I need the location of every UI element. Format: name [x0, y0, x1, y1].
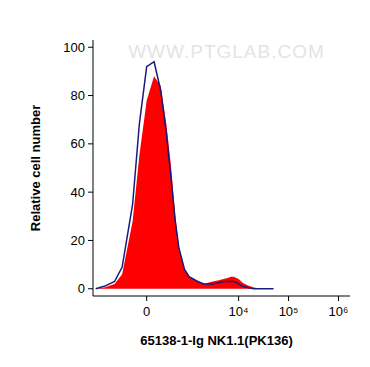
y-tick	[88, 192, 93, 193]
x-tick-label: 10⁴	[229, 304, 249, 319]
x-tick	[238, 296, 239, 301]
y-axis	[93, 40, 94, 296]
y-tick	[88, 288, 93, 289]
x-axis-label: 65138-1-Ig NK1.1(PK136)	[140, 333, 292, 348]
x-tick-label: 10⁶	[329, 304, 349, 319]
y-tick	[88, 240, 93, 241]
y-tick-label: 0	[78, 281, 85, 296]
y-axis-label: Relative cell number	[28, 105, 43, 231]
chart: WWW.PTGLAB.COM 0 20 40 60 80 100 0 10⁴ 10⁵ 10⁶ 6513…	[0, 0, 370, 367]
x-tick	[338, 296, 339, 301]
area	[96, 76, 274, 289]
plot-marks	[96, 62, 274, 289]
y-tick	[88, 47, 93, 48]
y-tick	[88, 143, 93, 144]
y-tick-label: 80	[71, 88, 85, 103]
watermark: WWW.PTGLAB.COM	[128, 41, 325, 62]
x-tick-label: 0	[143, 304, 150, 319]
y-tick-label: 20	[71, 233, 85, 248]
y-tick-label: 100	[63, 40, 85, 55]
y-tick-label: 40	[71, 185, 85, 200]
x-tick	[146, 296, 147, 301]
x-axis	[93, 296, 350, 297]
y-tick	[88, 95, 93, 96]
x-tick-label: 10⁵	[279, 304, 299, 319]
y-tick-label: 60	[71, 136, 85, 151]
x-tick	[288, 296, 289, 301]
line	[96, 62, 274, 289]
